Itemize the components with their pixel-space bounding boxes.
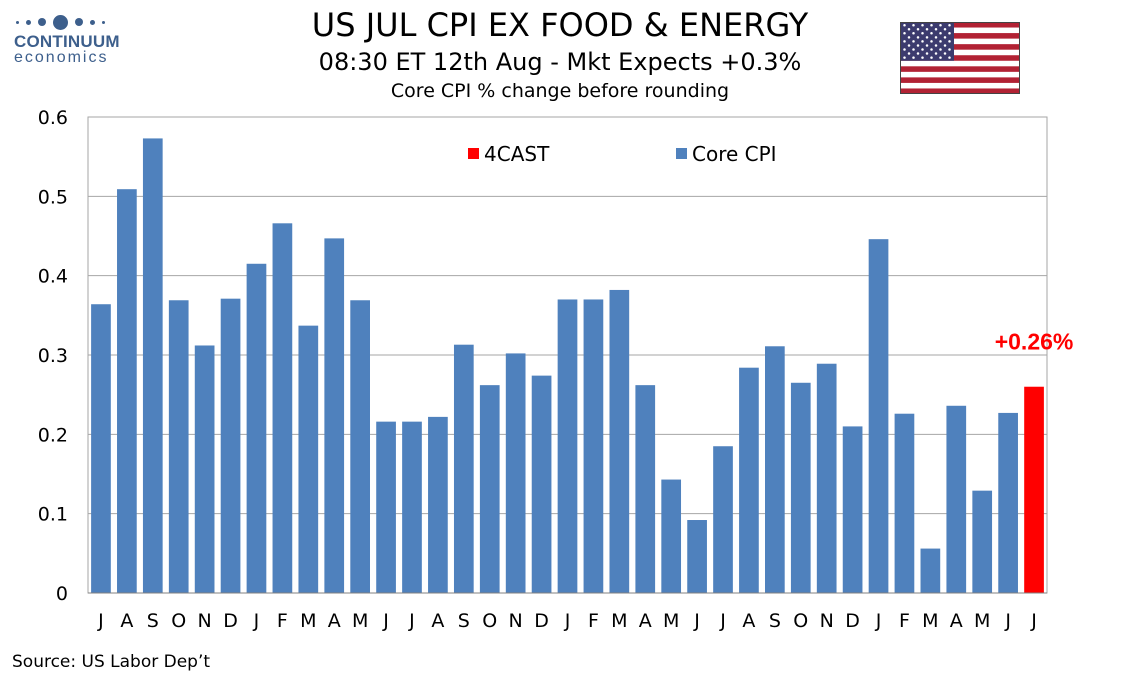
x-tick-label: M bbox=[922, 610, 938, 632]
forecast-annotation: +0.26% bbox=[995, 329, 1074, 355]
x-tick-label: N bbox=[198, 610, 212, 632]
legend-4cast-label: 4CAST bbox=[484, 142, 550, 166]
x-tick-label: F bbox=[899, 610, 910, 632]
x-tick-label: J bbox=[97, 610, 104, 632]
core-cpi-bar bbox=[609, 289, 630, 593]
core-cpi-bar bbox=[635, 385, 656, 593]
core-cpi-bar bbox=[661, 479, 682, 593]
core-cpi-bar bbox=[91, 304, 111, 593]
core-cpi-bar bbox=[246, 263, 267, 593]
core-cpi-bar bbox=[376, 421, 396, 593]
y-tick-label: 0.6 bbox=[38, 107, 68, 129]
x-tick-label: M bbox=[300, 610, 316, 632]
core-cpi-bar bbox=[998, 412, 1018, 593]
x-tick-label: S bbox=[769, 610, 781, 632]
y-tick-label: 0 bbox=[56, 583, 68, 605]
x-tick-label: J bbox=[1004, 610, 1011, 632]
core-cpi-bar bbox=[324, 238, 345, 593]
core-cpi-bar bbox=[402, 421, 422, 593]
x-tick-label: J bbox=[1030, 610, 1037, 632]
x-tick-label: N bbox=[820, 610, 834, 632]
source-note: Source: US Labor Dep’t bbox=[12, 652, 211, 672]
core-cpi-bar bbox=[220, 298, 241, 593]
core-cpi-bar bbox=[687, 520, 707, 593]
core-cpi-bar bbox=[920, 548, 941, 593]
core-cpi-bar bbox=[272, 223, 293, 593]
x-tick-label: A bbox=[431, 610, 444, 632]
chart-note: Core CPI % change before rounding bbox=[390, 80, 730, 102]
x-tick-label: M bbox=[974, 610, 990, 632]
x-tick-label: F bbox=[588, 610, 599, 632]
x-tick-label: J bbox=[253, 610, 260, 632]
x-tick-label: A bbox=[328, 610, 341, 632]
x-tick-label: A bbox=[742, 610, 755, 632]
x-tick-label: D bbox=[223, 610, 238, 632]
x-tick-label: J bbox=[719, 610, 726, 632]
core-cpi-bar bbox=[479, 385, 500, 593]
core-cpi-bar bbox=[142, 138, 163, 594]
x-tick-label: O bbox=[793, 610, 808, 632]
core-cpi-bar bbox=[298, 325, 319, 593]
x-tick-label: A bbox=[639, 610, 652, 632]
x-tick-label: S bbox=[147, 610, 159, 632]
logo-subtitle: economics bbox=[14, 49, 109, 66]
x-tick-label: O bbox=[171, 610, 186, 632]
x-tick-label: D bbox=[845, 610, 860, 632]
core-cpi-bar bbox=[428, 416, 448, 593]
legend-4cast-swatch bbox=[468, 148, 479, 159]
core-cpi-bar bbox=[946, 405, 967, 593]
x-tick-label: O bbox=[482, 610, 497, 632]
core-cpi-bar bbox=[168, 300, 189, 593]
chart-title: US JUL CPI EX FOOD & ENERGY bbox=[311, 6, 809, 44]
x-tick-label: A bbox=[950, 610, 963, 632]
core-cpi-bar bbox=[816, 363, 837, 593]
company-logo: CONTINUUM economics bbox=[14, 14, 144, 67]
x-tick-label: M bbox=[611, 610, 627, 632]
core-cpi-bar bbox=[868, 239, 889, 593]
x-tick-label: M bbox=[352, 610, 368, 632]
core-cpi-bar bbox=[713, 446, 733, 593]
y-tick-label: 0.3 bbox=[38, 345, 68, 367]
x-tick-label: N bbox=[509, 610, 523, 632]
core-cpi-bar bbox=[505, 353, 526, 593]
logo-dots bbox=[16, 14, 144, 30]
core-cpi-bar bbox=[350, 300, 370, 593]
core-cpi-bar bbox=[842, 426, 863, 593]
core-cpi-bar bbox=[557, 299, 578, 593]
core-cpi-bar bbox=[972, 490, 993, 593]
core-cpi-bar bbox=[790, 382, 811, 593]
y-tick-label: 0.5 bbox=[38, 186, 68, 208]
core-cpi-bar bbox=[194, 345, 215, 593]
x-tick-label: S bbox=[458, 610, 470, 632]
x-tick-label: F bbox=[277, 610, 288, 632]
x-tick-label: J bbox=[875, 610, 882, 632]
core-cpi-bar bbox=[583, 299, 604, 593]
y-tick-label: 0.2 bbox=[38, 424, 68, 446]
x-tick-label: J bbox=[564, 610, 571, 632]
chart-subtitle: 08:30 ET 12th Aug - Mkt Expects +0.3% bbox=[318, 48, 802, 76]
forecast-bar bbox=[1024, 386, 1044, 593]
y-tick-label: 0.4 bbox=[38, 266, 68, 288]
x-tick-label: D bbox=[534, 610, 549, 632]
y-tick-label: 0.1 bbox=[38, 504, 68, 526]
legend-core-cpi-label: Core CPI bbox=[692, 142, 777, 166]
us-flag-icon bbox=[900, 22, 1020, 94]
x-tick-label: J bbox=[693, 610, 700, 632]
x-tick-label: A bbox=[120, 610, 133, 632]
core-cpi-bar bbox=[894, 413, 915, 593]
core-cpi-bar bbox=[117, 189, 137, 593]
x-tick-label: J bbox=[408, 610, 415, 632]
x-tick-label: M bbox=[663, 610, 679, 632]
core-cpi-bar bbox=[739, 367, 759, 593]
core-cpi-bar bbox=[453, 344, 474, 593]
legend-core-cpi-swatch bbox=[676, 148, 687, 159]
core-cpi-bar bbox=[765, 346, 785, 593]
x-tick-label: J bbox=[382, 610, 389, 632]
logo-name: CONTINUUM bbox=[14, 32, 120, 51]
core-cpi-bar bbox=[531, 375, 552, 593]
